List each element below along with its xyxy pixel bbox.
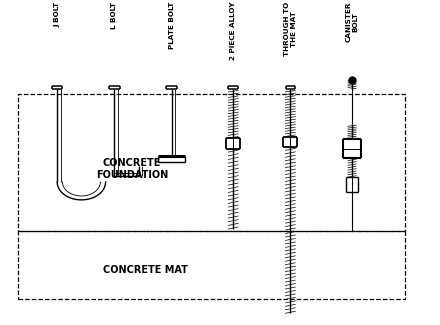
Bar	[18, 231, 405, 299]
Text: CANISTER
BOLT: CANISTER BOLT	[345, 2, 359, 42]
Text: CONCRETE MAT: CONCRETE MAT	[103, 265, 187, 275]
Text: L BOLT: L BOLT	[111, 2, 117, 29]
Text: CONCRETE
FOUNDATION: CONCRETE FOUNDATION	[96, 158, 168, 180]
Bar	[18, 94, 405, 231]
Text: 2 PIECE ALLOY: 2 PIECE ALLOY	[230, 2, 236, 60]
Text: PLATE BOLT: PLATE BOLT	[169, 2, 175, 49]
Text: J BOLT: J BOLT	[54, 2, 60, 27]
Text: THROUGH TO
THE MAT: THROUGH TO THE MAT	[284, 2, 297, 56]
